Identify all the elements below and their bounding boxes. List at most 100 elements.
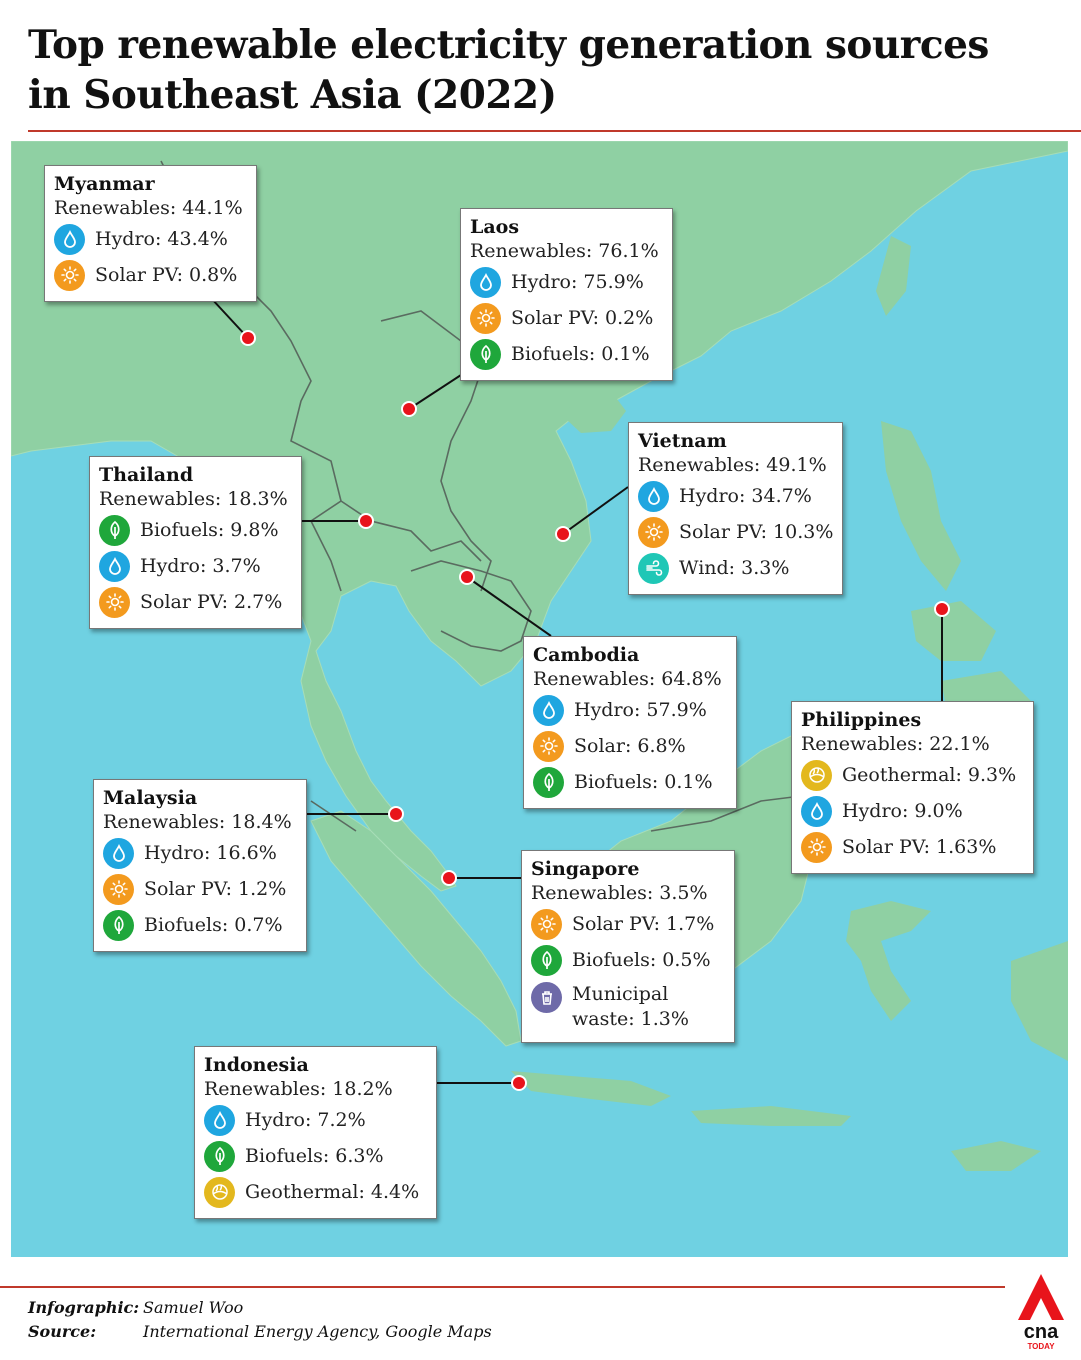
marker-laos: [401, 401, 417, 417]
sulawesi-island: [846, 901, 931, 1021]
source-label: Geothermal: 4.4%: [245, 1181, 420, 1203]
country-name: Singapore: [531, 858, 640, 880]
visayas-islands: [911, 601, 996, 661]
marker-indonesia: [511, 1075, 527, 1091]
credit-value: International Energy Agency, Google Maps: [143, 1322, 492, 1341]
renewables-share: Renewables: 3.5%: [531, 882, 708, 904]
hydro-icon: [54, 223, 85, 255]
source-row: Solar PV: 0.2%: [470, 300, 663, 336]
renewables-share: Renewables: 76.1%: [470, 240, 659, 262]
logo-mark: [1018, 1274, 1064, 1320]
solar-icon: [533, 730, 564, 762]
source-label: Municipal waste: 1.3%: [572, 983, 689, 1030]
renewables-share: Renewables: 18.2%: [204, 1078, 393, 1100]
credit-value: Samuel Woo: [143, 1298, 244, 1317]
hydro-icon: [533, 694, 564, 726]
leader-line-laos: [408, 374, 462, 410]
biofuels-icon: [99, 514, 130, 546]
source-row: Geothermal: 4.4%: [204, 1174, 427, 1210]
hydro-icon: [801, 795, 832, 827]
source-row: Solar PV: 10.3%: [638, 514, 833, 550]
source-row: Hydro: 34.7%: [638, 478, 833, 514]
biofuels-icon: [531, 944, 562, 976]
source-row: Geothermal: 9.3%: [801, 757, 1024, 793]
lesser-sunda-islands: [691, 1106, 851, 1126]
source-row: Hydro: 7.2%: [204, 1102, 427, 1138]
marker-malaysia: [388, 806, 404, 822]
geothermal-icon: [801, 759, 832, 791]
source-row: Wind: 3.3%: [638, 550, 833, 586]
source-label: Wind: 3.3%: [679, 557, 790, 579]
source-label: Biofuels: 0.1%: [511, 343, 650, 365]
source-label: Hydro: 7.2%: [245, 1109, 366, 1131]
hydro-icon: [204, 1104, 235, 1136]
country-name: Laos: [470, 216, 520, 238]
callout-singapore: Singapore Renewables: 3.5% Solar PV: 1.7…: [521, 850, 735, 1043]
leader-lines: [210, 297, 943, 1084]
source-label: Geothermal: 9.3%: [842, 764, 1017, 786]
country-name: Indonesia: [204, 1054, 309, 1076]
biofuels-icon: [103, 909, 134, 941]
solar-icon: [470, 302, 501, 334]
callout-myanmar: Myanmar Renewables: 44.1% Hydro: 43.4% S…: [44, 165, 257, 302]
renewables-share: Renewables: 44.1%: [54, 197, 243, 219]
callout-malaysia: Malaysia Renewables: 18.4% Hydro: 16.6% …: [93, 779, 307, 952]
source-label: Hydro: 3.7%: [140, 555, 261, 577]
callout-cambodia: Cambodia Renewables: 64.8% Hydro: 57.9% …: [523, 636, 737, 809]
source-label: Solar PV: 1.63%: [842, 836, 997, 858]
credit-key: Source:: [28, 1322, 97, 1341]
marker-cambodia: [459, 569, 475, 585]
source-label: Biofuels: 0.7%: [144, 914, 283, 936]
credit-source: Source: International Energy Agency, Goog…: [28, 1322, 492, 1341]
source-row: Solar PV: 0.8%: [54, 257, 247, 293]
callout-indonesia: Indonesia Renewables: 18.2% Hydro: 7.2% …: [194, 1046, 437, 1219]
source-row: Hydro: 43.4%: [54, 221, 247, 257]
hainan-island: [566, 391, 626, 433]
footer-divider: [0, 1286, 1005, 1288]
source-row: Hydro: 57.9%: [533, 692, 727, 728]
timor-island: [951, 1141, 1041, 1171]
source-label: Biofuels: 0.5%: [572, 949, 711, 971]
taiwan-island: [876, 236, 911, 316]
renewables-share: Renewables: 64.8%: [533, 668, 722, 690]
marker-thailand: [358, 513, 374, 529]
marker-singapore: [441, 870, 457, 886]
solar-icon: [531, 908, 562, 940]
geothermal-icon: [204, 1176, 235, 1208]
biofuels-icon: [204, 1140, 235, 1172]
solar-icon: [103, 873, 134, 905]
marker-philippines: [934, 601, 950, 617]
title-divider: [28, 130, 1081, 132]
source-label: Biofuels: 9.8%: [140, 519, 279, 541]
source-label: Solar PV: 1.2%: [144, 878, 287, 900]
country-name: Thailand: [99, 464, 194, 486]
biofuels-icon: [533, 766, 564, 798]
source-row: Biofuels: 6.3%: [204, 1138, 427, 1174]
source-label: Solar PV: 0.2%: [511, 307, 654, 329]
marker-myanmar: [240, 330, 256, 346]
source-label: Solar PV: 10.3%: [679, 521, 834, 543]
renewables-share: Renewables: 49.1%: [638, 454, 827, 476]
source-label: Hydro: 75.9%: [511, 271, 644, 293]
source-label: Solar PV: 0.8%: [95, 264, 238, 286]
source-row: Biofuels: 0.5%: [531, 942, 725, 978]
credit-key: Infographic:: [28, 1298, 140, 1317]
page-title: Top renewable electricity generation sou…: [28, 22, 989, 118]
logo-subtext: TODAY: [1027, 1342, 1055, 1351]
solar-icon: [54, 259, 85, 291]
credit-infographic: Infographic: Samuel Woo: [28, 1298, 243, 1317]
leader-line-myanmar: [210, 297, 249, 339]
renewables-share: Renewables: 18.4%: [103, 811, 292, 833]
source-row: Solar PV: 1.63%: [801, 829, 1024, 865]
biofuels-icon: [470, 338, 501, 370]
callout-vietnam: Vietnam Renewables: 49.1% Hydro: 34.7% S…: [628, 422, 843, 595]
hydro-icon: [470, 266, 501, 298]
marker-vietnam: [555, 526, 571, 542]
leader-line-vietnam: [562, 486, 629, 535]
luzon-island: [881, 421, 961, 591]
logo-text: cna: [1024, 1321, 1059, 1343]
renewables-share: Renewables: 18.3%: [99, 488, 288, 510]
solar-icon: [99, 586, 130, 618]
country-name: Myanmar: [54, 173, 155, 195]
source-label: Biofuels: 0.1%: [574, 771, 713, 793]
